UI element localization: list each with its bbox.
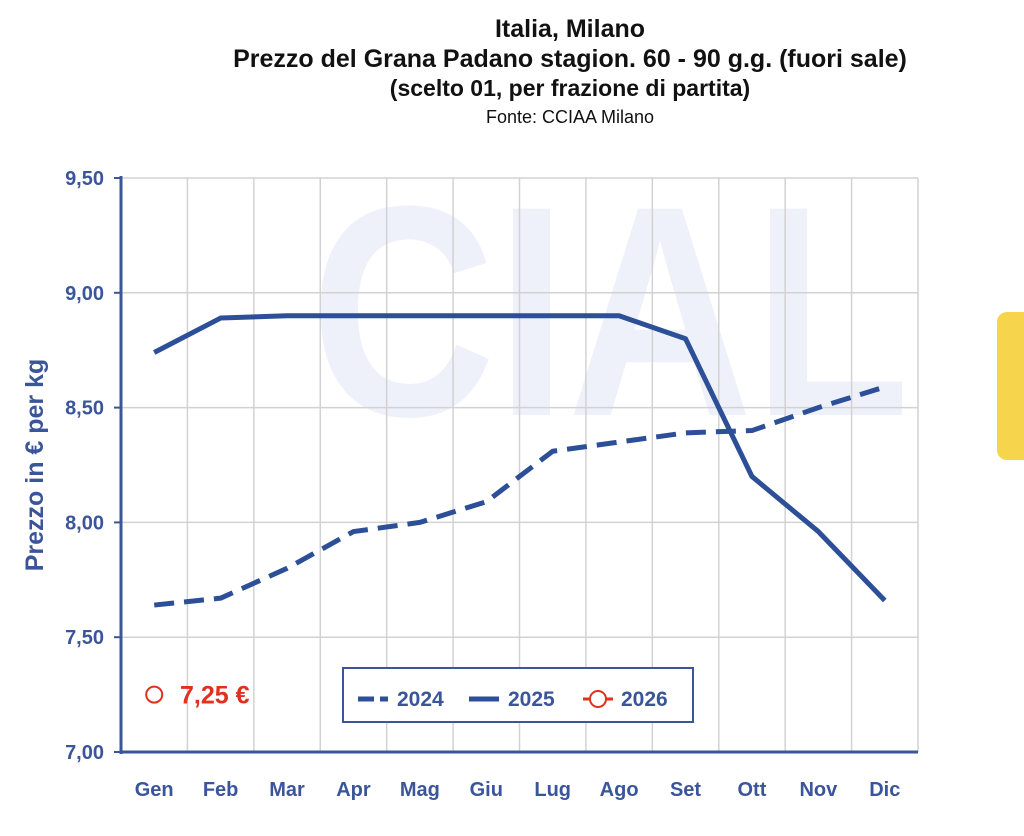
current-value-label: 7,25 € (180, 682, 250, 710)
x-tick-label: Ott (738, 779, 767, 801)
x-tick-label: Set (670, 779, 701, 801)
legend-label-2026: 2026 (621, 688, 668, 711)
chart-legend: 2024 2025 2026 (342, 667, 694, 723)
y-tick-label: 9,00 (65, 283, 104, 305)
x-tick-label: Giu (470, 779, 503, 801)
legend-box (342, 667, 694, 723)
y-tick-label: 7,50 (65, 627, 104, 649)
chart-source: Fonte: CCIAA Milano (485, 107, 655, 127)
chart-title: Prezzo del Grana Padano stagion. 60 - 90… (233, 45, 907, 73)
chart-subtitle: (scelto 01, per frazione di partita) (389, 75, 751, 101)
chart-title-location: Italia, Milano (494, 15, 646, 43)
y-axis-label: Prezzo in € per kg (21, 359, 49, 572)
chart-title-block: Italia, Milano Prezzo del Grana Padano s… (0, 14, 1024, 130)
series-line-2024 (153, 384, 886, 608)
data-point-2026 (145, 685, 164, 704)
x-tick-label: Mar (269, 779, 305, 801)
x-tick-label: Dic (869, 779, 900, 801)
x-tick-label: Gen (135, 779, 174, 801)
series-line-2025 (153, 313, 887, 603)
legend-label-2024: 2024 (397, 688, 444, 711)
x-tick-label: Mag (400, 779, 440, 801)
x-tick-label: Feb (203, 779, 239, 801)
watermark-logo: CIAL (310, 143, 910, 479)
side-feedback-tab[interactable] (997, 312, 1024, 460)
x-tick-label: Nov (799, 779, 838, 801)
x-tick-label: Lug (534, 779, 571, 801)
x-tick-label: Ago (600, 779, 639, 801)
y-tick-label: 8,00 (65, 512, 104, 534)
y-tick-label: 7,00 (65, 742, 104, 764)
y-tick-label: 8,50 (65, 398, 104, 420)
legend-label-2025: 2025 (508, 688, 555, 711)
legend-swatch-2026 (589, 690, 607, 708)
y-tick-label: 9,50 (65, 168, 104, 190)
x-tick-label: Apr (336, 779, 371, 801)
